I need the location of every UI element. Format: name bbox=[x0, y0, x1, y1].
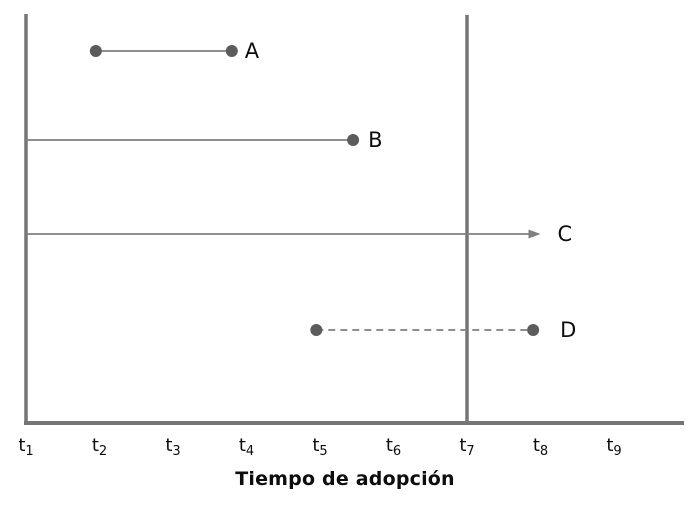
tick-label-t5: t5 bbox=[312, 435, 327, 459]
tick-label-t7: t7 bbox=[459, 435, 474, 459]
tick-label-t1: t1 bbox=[18, 435, 33, 459]
series-start-dot-A bbox=[89, 45, 102, 57]
series-label-D: D bbox=[560, 318, 576, 342]
tick-label-t9: t9 bbox=[606, 435, 621, 459]
tick-label-t4: t4 bbox=[239, 435, 254, 459]
series-label-C: C bbox=[558, 222, 573, 246]
series-arrowhead-C bbox=[528, 229, 541, 239]
series-end-dot-A bbox=[225, 45, 238, 57]
series-end-dot-D bbox=[527, 324, 540, 336]
series-label-B: B bbox=[368, 128, 382, 152]
tick-label-t6: t6 bbox=[386, 435, 401, 459]
tick-label-t8: t8 bbox=[533, 435, 548, 459]
series-start-dot-D bbox=[310, 324, 323, 336]
series-end-dot-B bbox=[347, 134, 360, 146]
x-axis-title: Tiempo de adopción bbox=[235, 468, 455, 490]
tick-label-t3: t3 bbox=[165, 435, 180, 459]
series-label-A: A bbox=[245, 39, 260, 63]
tick-label-t2: t2 bbox=[92, 435, 107, 459]
